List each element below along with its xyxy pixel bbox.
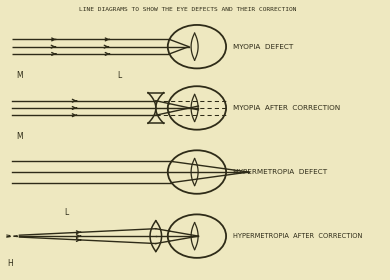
Text: MYOPIA  AFTER  CORRECTION: MYOPIA AFTER CORRECTION <box>233 105 340 111</box>
Text: HYPERMETROPIA  DEFECT: HYPERMETROPIA DEFECT <box>233 169 327 175</box>
Text: L: L <box>117 71 121 80</box>
Text: LINE DIAGRAMS TO SHOW THE EYE DEFECTS AND THEIR CORRECTION: LINE DIAGRAMS TO SHOW THE EYE DEFECTS AN… <box>79 7 296 12</box>
Text: HYPERMETROPIA  AFTER  CORRECTION: HYPERMETROPIA AFTER CORRECTION <box>233 233 362 239</box>
Text: MYOPIA  DEFECT: MYOPIA DEFECT <box>233 44 293 50</box>
Text: M: M <box>16 71 23 80</box>
Text: L: L <box>64 208 69 218</box>
Text: M: M <box>16 132 23 141</box>
Text: H: H <box>7 259 13 268</box>
